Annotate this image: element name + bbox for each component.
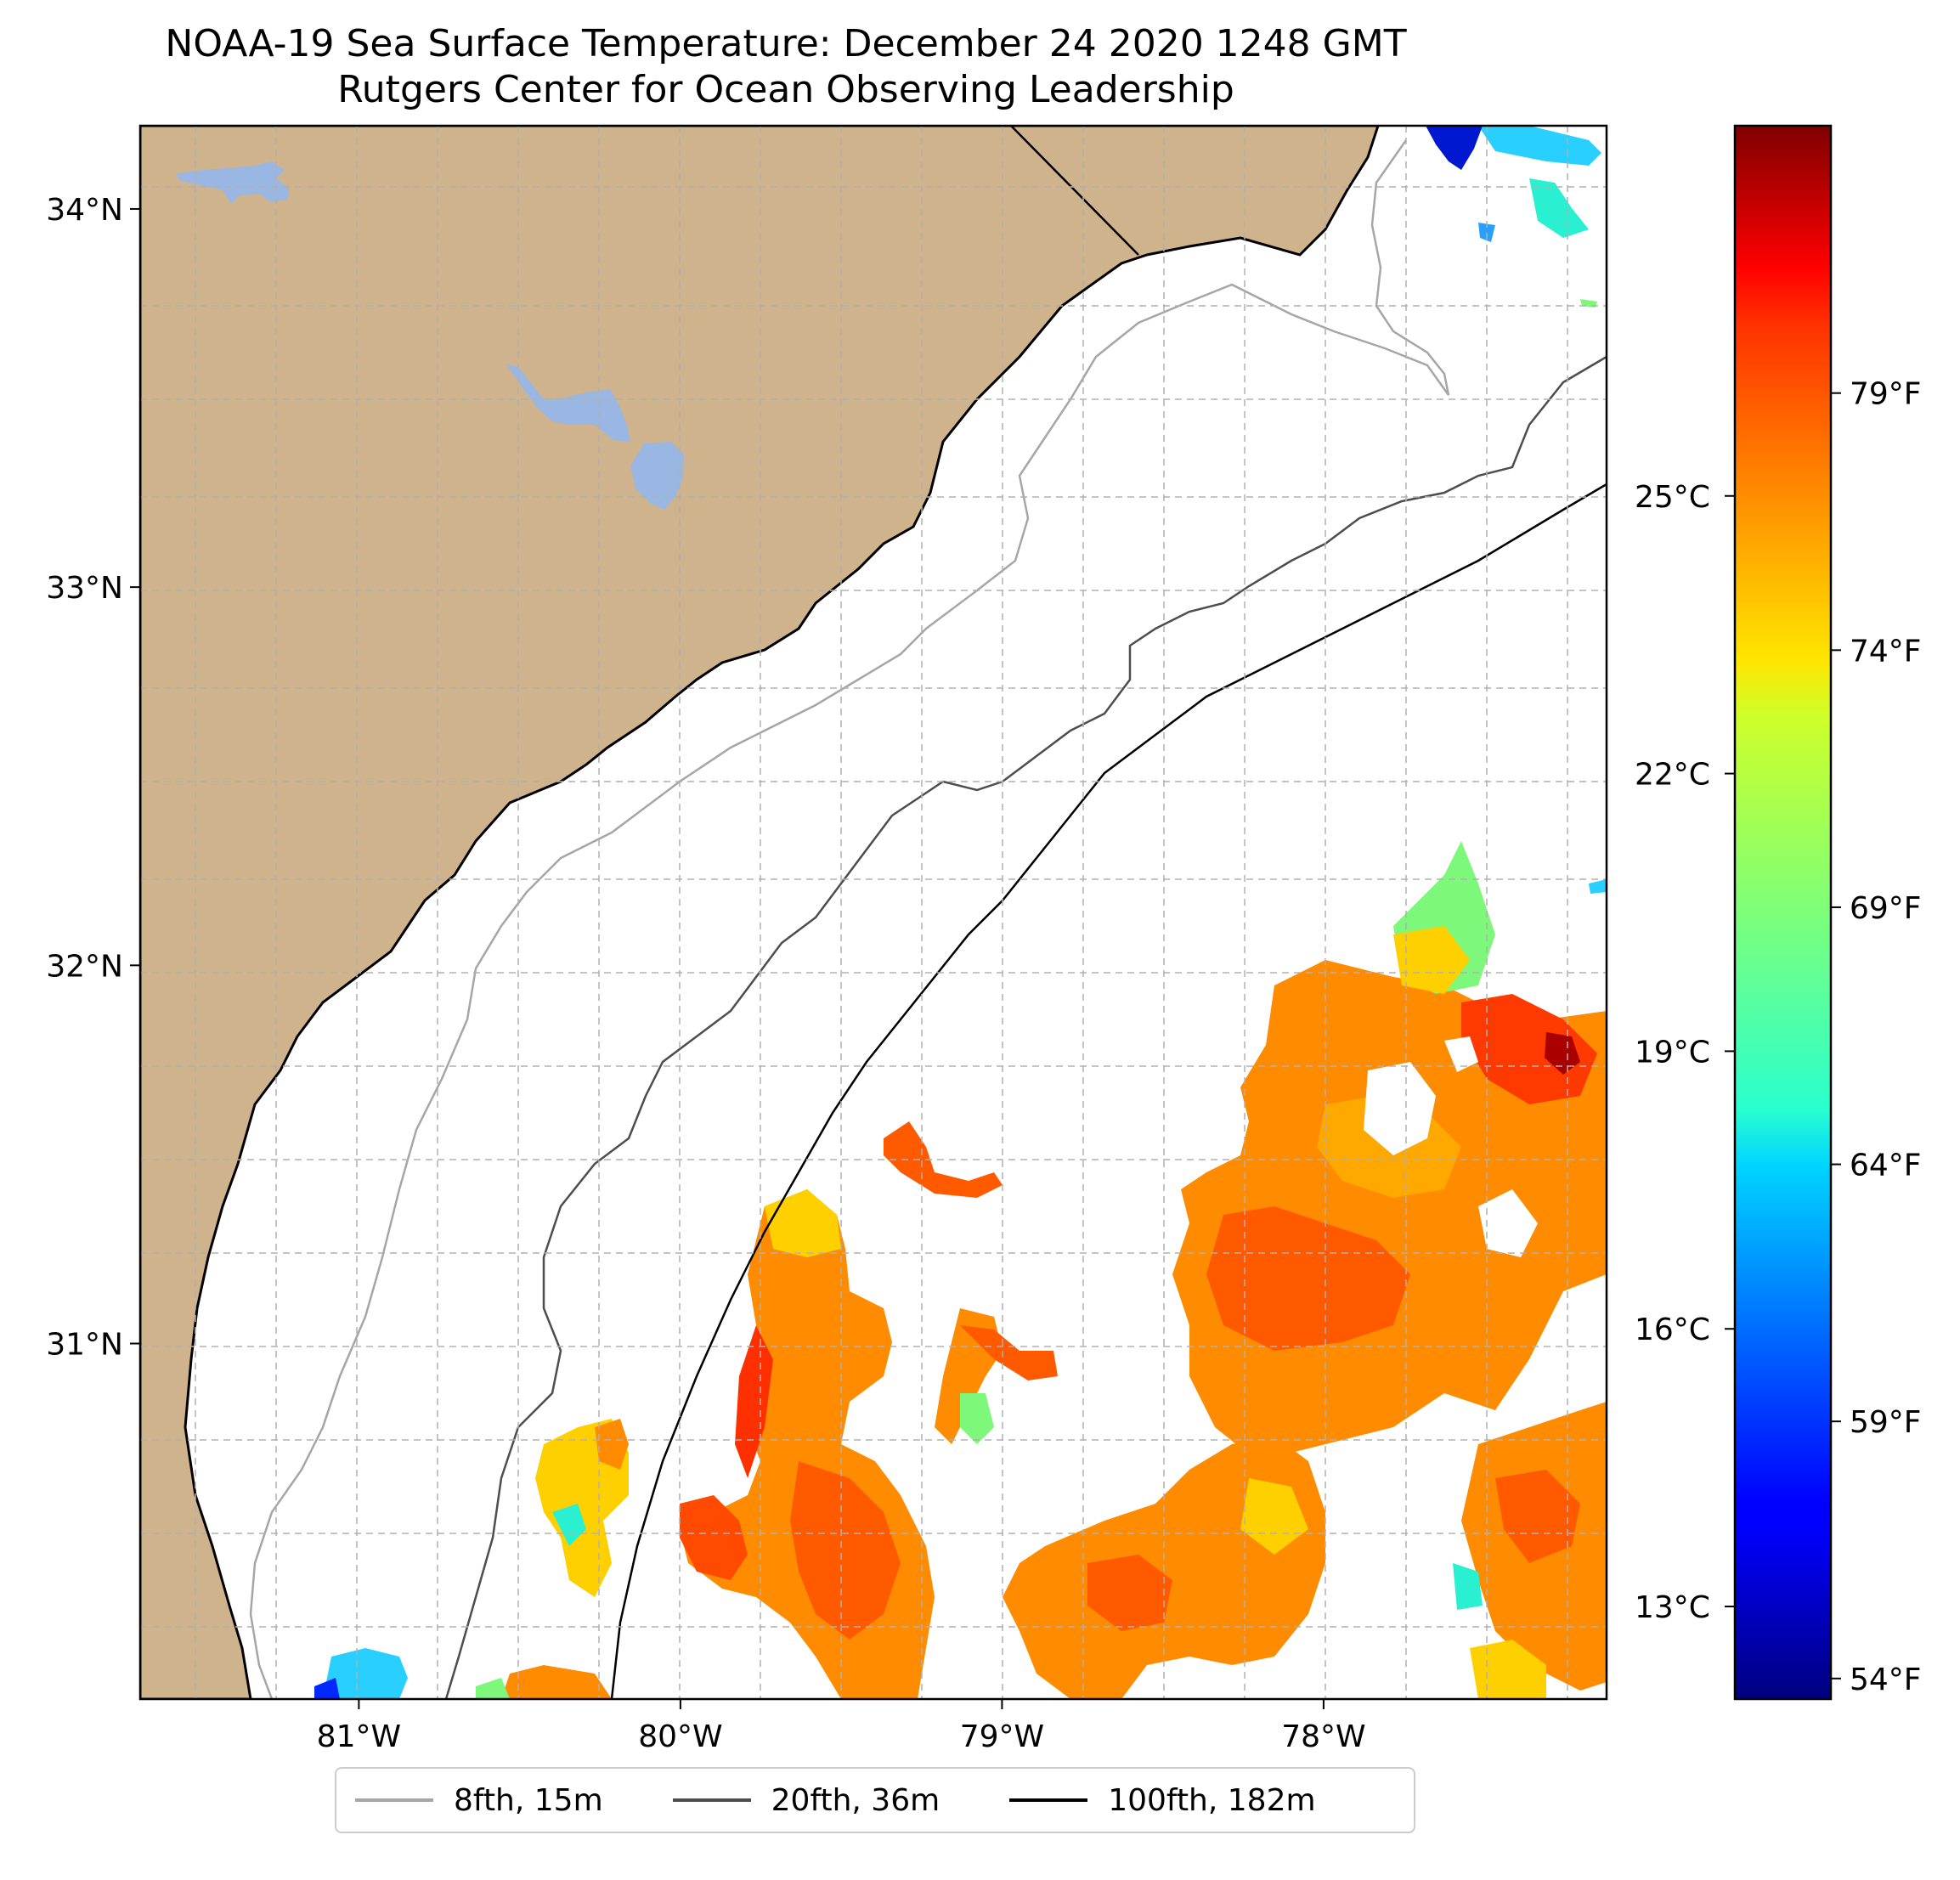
legend-line-8fth (355, 1798, 433, 1802)
legend-line-100fth (1009, 1798, 1088, 1802)
legend-item-8fth: 8fth, 15m (355, 1783, 603, 1818)
contour-20fth-36m (444, 355, 1607, 1699)
lat-tick-label: 32°N (46, 949, 123, 984)
colorbar-celsius-label: 25°C (1635, 480, 1710, 515)
colorbar-celsius-label: 22°C (1635, 758, 1710, 793)
map-frame (138, 124, 1608, 1701)
chart-subtitle: Rutgers Center for Ocean Observing Leade… (337, 68, 1234, 111)
lon-tick-label: 80°W (638, 1719, 722, 1754)
lat-tick-label: 33°N (46, 571, 123, 606)
contour-8fth-15m (249, 139, 1450, 1699)
colorbar-celsius-axis: 13°C 16°C 19°C 22°C 25°C (1635, 480, 1735, 1625)
legend-label-100fth: 100fth, 182m (1108, 1782, 1316, 1818)
lake (630, 442, 684, 510)
latitude-axis: 31°N 32°N 33°N 34°N (46, 193, 140, 1363)
depth-legend: 8fth, 15m 20fth, 36m 100fth, 182m (335, 1767, 1415, 1833)
lat-tick-label: 31°N (46, 1328, 123, 1363)
colorbar-celsius-label: 13°C (1635, 1590, 1710, 1625)
legend-label-20fth: 20fth, 36m (771, 1782, 940, 1818)
state-border (1010, 126, 1139, 256)
land-mass (140, 126, 1380, 1699)
chart-title: NOAA-19 Sea Surface Temperature: Decembe… (165, 22, 1407, 65)
legend-label-8fth: 8fth, 15m (454, 1782, 603, 1818)
lon-tick-label: 78°W (1281, 1719, 1365, 1754)
colorbar (1733, 124, 1833, 1701)
contour-100fth-182m (610, 483, 1607, 1699)
legend-item-100fth: 100fth, 182m (1009, 1782, 1316, 1818)
colorbar-celsius-label: 16°C (1635, 1313, 1710, 1347)
colorbar-fahrenheit-label: 69°F (1850, 891, 1922, 926)
colorbar-fahrenheit-label: 54°F (1850, 1663, 1922, 1697)
lon-tick-label: 81°W (317, 1719, 401, 1754)
colorbar-fahrenheit-label: 59°F (1850, 1405, 1922, 1440)
colorbar-fahrenheit-label: 64°F (1850, 1149, 1922, 1183)
legend-item-20fth: 20fth, 36m (672, 1782, 940, 1818)
lon-tick-label: 79°W (960, 1719, 1044, 1754)
colorbar-fahrenheit-axis: 54°F 59°F 64°F 69°F 74°F 79°F (1831, 377, 1922, 1697)
colorbar-fahrenheit-label: 79°F (1850, 377, 1922, 412)
colorbar-fahrenheit-label: 74°F (1850, 634, 1922, 669)
legend-line-20fth (672, 1798, 751, 1802)
longitude-axis: 81°W 80°W 79°W 78°W (317, 1699, 1366, 1754)
lake (506, 364, 630, 442)
gridlines (140, 126, 1607, 1699)
lake (177, 161, 289, 204)
lat-tick-label: 34°N (46, 193, 123, 228)
colorbar-celsius-label: 19°C (1635, 1035, 1710, 1070)
